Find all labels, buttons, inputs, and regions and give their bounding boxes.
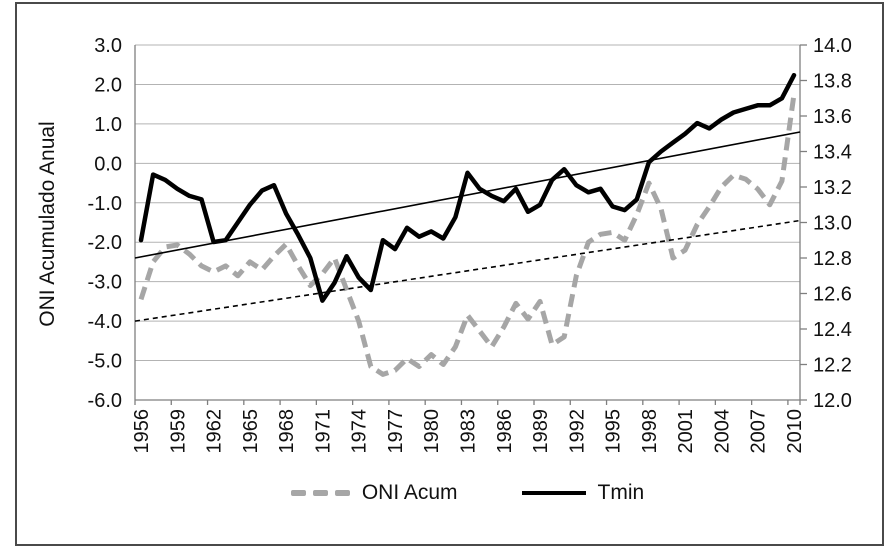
x-axis-tick-label: 1962 — [204, 409, 226, 454]
x-axis-tick-label: 1983 — [458, 409, 480, 454]
x-axis-tick-label: 2010 — [784, 409, 806, 454]
x-axis-tick-label: 1986 — [494, 409, 516, 454]
x-axis-tick-label: 1959 — [167, 409, 189, 454]
right-axis-tick-label: 12.0 — [813, 390, 852, 412]
right-axis-tick-label: 13.2 — [813, 177, 852, 199]
x-axis-tick-label: 1977 — [385, 409, 407, 454]
legend: ONI Acum Tmin — [135, 481, 800, 505]
left-axis-tick-label: 1.0 — [94, 114, 122, 136]
x-axis-tick-label: 1974 — [349, 409, 371, 454]
legend-item-oni-acum: ONI Acum — [290, 481, 458, 505]
x-axis-tick-label: 2001 — [675, 409, 697, 454]
right-axis-tick-label: 13.0 — [813, 213, 852, 235]
left-axis-tick-label: 2.0 — [94, 74, 122, 96]
x-axis-tick-label: 1965 — [240, 409, 262, 454]
trendline-oni-acum — [134, 219, 801, 322]
right-axis-tick-label: 12.6 — [813, 284, 852, 306]
tmin-solid-line-sample — [521, 491, 586, 495]
left-axis-tick-label: -5.0 — [88, 351, 122, 373]
legend-label-oni-acum: ONI Acum — [361, 481, 458, 504]
left-axis-tick-label: -2.0 — [88, 232, 122, 254]
x-axis-tick-label: 1992 — [566, 409, 588, 454]
x-axis-tick-label: 1971 — [312, 409, 334, 454]
right-axis-tick-label: 13.8 — [813, 71, 852, 93]
right-axis-tick-label: 12.2 — [813, 355, 852, 377]
legend-item-tmin: Tmin — [521, 481, 645, 505]
left-axis-tick-label: -1.0 — [88, 193, 122, 215]
legend-label-tmin: Tmin — [597, 481, 645, 504]
right-axis-tick-label: 14.0 — [813, 35, 852, 57]
right-axis-tick-label: 12.4 — [813, 319, 852, 341]
trendline-tmin — [134, 131, 801, 259]
left-axis-tick-label: -4.0 — [88, 311, 122, 333]
left-axis-tick-label: 3.0 — [94, 35, 122, 57]
series-line-oni-acum — [138, 93, 797, 377]
x-axis-tick-label: 1980 — [421, 409, 443, 454]
x-axis-tick-label: 1995 — [603, 409, 625, 454]
x-axis-tick-label: 1968 — [276, 409, 298, 454]
x-axis-tick-label: 1956 — [131, 409, 153, 454]
right-axis-tick-label: 13.4 — [813, 142, 852, 164]
x-axis-tick-label: 1989 — [530, 409, 552, 454]
left-axis-tick-label: 0.0 — [94, 153, 122, 175]
right-axis-tick-label: 12.8 — [813, 248, 852, 270]
series-line-tmin — [138, 72, 797, 303]
left-axis-tick-label: -6.0 — [88, 390, 122, 412]
x-axis-tick-label: 1998 — [639, 409, 661, 454]
x-axis-tick-label: 2004 — [711, 409, 733, 454]
right-axis-tick-label: 13.6 — [813, 106, 852, 128]
x-axis-tick-label: 2007 — [748, 409, 770, 454]
left-axis-tick-label: -3.0 — [88, 272, 122, 294]
oni-acum-dashed-line-sample — [290, 490, 350, 496]
